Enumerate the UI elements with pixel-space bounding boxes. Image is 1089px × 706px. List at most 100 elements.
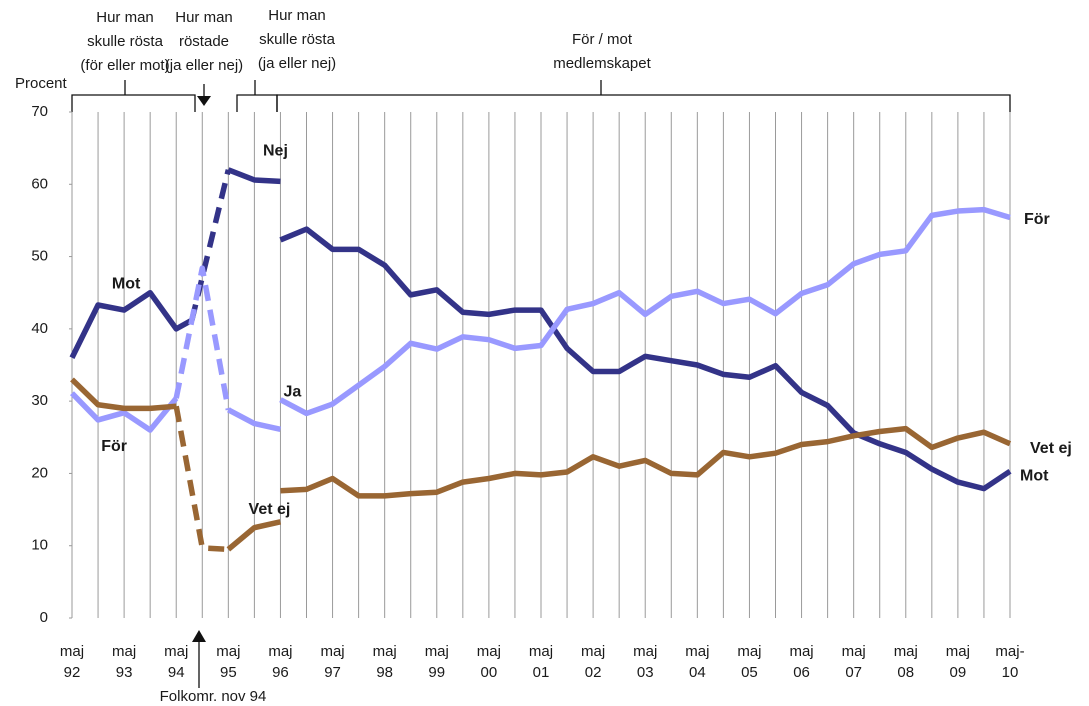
series-line xyxy=(70,391,179,433)
series-line xyxy=(279,226,1012,492)
x-tick-label-line: 03 xyxy=(637,664,654,681)
series-line xyxy=(227,407,282,433)
x-tick-label-line: 99 xyxy=(428,664,445,681)
x-tick-label-line: 95 xyxy=(220,664,237,681)
x-tick-label-line: maj- xyxy=(995,643,1024,660)
x-tick-label: maj 04 xyxy=(685,643,709,681)
x-tick-label-line: 04 xyxy=(689,664,706,681)
x-tick-label: maj 07 xyxy=(842,643,866,681)
y-tick-label: 60 xyxy=(31,175,48,192)
y-tick-label: 0 xyxy=(40,609,48,626)
x-tick-label-line: maj xyxy=(737,643,761,660)
annotation: medlemskapet xyxy=(553,55,651,72)
y-tick-label: 20 xyxy=(31,464,48,481)
y-tick-label: 10 xyxy=(31,537,48,554)
x-tick-label-line: maj xyxy=(164,643,188,660)
x-tick-label: maj 96 xyxy=(268,643,292,681)
series-line xyxy=(69,289,194,359)
x-tick-label-line: 96 xyxy=(272,664,289,681)
period-brackets xyxy=(71,80,1011,688)
x-tick-label-line: maj xyxy=(477,643,501,660)
x-tick-label-line: 07 xyxy=(845,664,862,681)
x-tick-label: maj 09 xyxy=(946,643,970,681)
annotation: (för eller mot) xyxy=(80,57,169,74)
x-tick-label-line: maj xyxy=(581,643,605,660)
x-tick-label: maj 00 xyxy=(477,643,501,681)
series-line xyxy=(280,425,1012,499)
annotation: Hur man xyxy=(175,9,233,26)
x-tick-label: maj- 10 xyxy=(995,643,1024,681)
bracket xyxy=(71,80,196,112)
y-axis-label: Procent xyxy=(15,75,68,92)
annotation: För / mot xyxy=(572,31,633,48)
series-label: Vet ej xyxy=(1030,440,1072,457)
series-label: Mot xyxy=(112,275,141,292)
x-tick-label-line: 97 xyxy=(324,664,341,681)
series-label: För xyxy=(101,438,127,455)
x-tick-label-line: maj xyxy=(789,643,813,660)
x-tick-label-line: maj xyxy=(112,643,136,660)
x-tick-label: maj 06 xyxy=(789,643,813,681)
x-tick-label-line: maj xyxy=(842,643,866,660)
x-tick-label-line: maj xyxy=(894,643,918,660)
series-line xyxy=(173,265,232,411)
bracket xyxy=(236,80,278,112)
x-tick-label: maj 97 xyxy=(320,643,344,681)
x-tick-label: maj 93 xyxy=(112,643,136,681)
series-line xyxy=(70,377,177,412)
x-tick-label-line: maj xyxy=(946,643,970,660)
x-tick-label-line: 01 xyxy=(533,664,550,681)
x-tick-label-line: 08 xyxy=(897,664,914,681)
y-tick-label: 30 xyxy=(31,392,48,409)
x-tick-label: maj 02 xyxy=(581,643,605,681)
x-tick-label: maj 01 xyxy=(529,643,553,681)
series-label: Ja xyxy=(283,384,301,401)
y-tick-label: 50 xyxy=(31,248,48,265)
x-tick-label-line: maj xyxy=(373,643,397,660)
series-line xyxy=(227,167,281,185)
x-tick-label: maj 03 xyxy=(633,643,657,681)
x-tick-label-line: 09 xyxy=(950,664,967,681)
series-label: Mot xyxy=(1020,467,1049,484)
x-tick-label-line: maj xyxy=(425,643,449,660)
bracket xyxy=(276,80,1011,112)
x-tick-label-line: maj xyxy=(633,643,657,660)
x-tick-label-line: maj xyxy=(216,643,240,660)
x-tick-label-line: 10 xyxy=(1002,664,1019,681)
x-tick-label-line: maj xyxy=(529,643,553,660)
x-tick-label-line: 98 xyxy=(376,664,393,681)
series-label: Vet ej xyxy=(249,501,291,518)
arrow-head xyxy=(197,96,211,106)
x-tick-label-line: 92 xyxy=(64,664,81,681)
y-tick-label: 40 xyxy=(31,320,48,337)
x-tick-label-line: 05 xyxy=(741,664,758,681)
x-tick-label-line: maj xyxy=(268,643,292,660)
x-tick-label-line: 94 xyxy=(168,664,185,681)
arrow-head xyxy=(192,630,206,642)
x-tick-label-line: 00 xyxy=(481,664,498,681)
series-line xyxy=(279,206,1011,417)
series-line xyxy=(226,519,282,552)
x-tick-label-line: maj xyxy=(685,643,709,660)
annotation: Hur man xyxy=(268,7,326,24)
x-tick-label-line: 93 xyxy=(116,664,133,681)
x-tick-label: maj 94 xyxy=(164,643,188,681)
y-tick-label: 70 xyxy=(31,103,48,120)
x-tick-label: maj 95 xyxy=(216,643,240,681)
annotation: skulle rösta xyxy=(87,33,164,50)
x-tick-label: maj 05 xyxy=(737,643,761,681)
series-label: För xyxy=(1024,211,1050,228)
annotation: Folkomr. nov 94 xyxy=(160,688,267,705)
annotation: (ja eller nej) xyxy=(165,57,243,74)
x-tick-label-line: maj xyxy=(60,643,84,660)
x-tick-label: maj 99 xyxy=(425,643,449,681)
x-tick-label-line: maj xyxy=(320,643,344,660)
annotation: (ja eller nej) xyxy=(258,55,336,72)
annotation: Hur man xyxy=(96,9,154,26)
x-tick-label: maj 92 xyxy=(60,643,84,681)
annotation: skulle rösta xyxy=(259,31,336,48)
x-tick-label: maj 98 xyxy=(373,643,397,681)
x-tick-label-line: 02 xyxy=(585,664,602,681)
series-label: Nej xyxy=(263,143,288,160)
